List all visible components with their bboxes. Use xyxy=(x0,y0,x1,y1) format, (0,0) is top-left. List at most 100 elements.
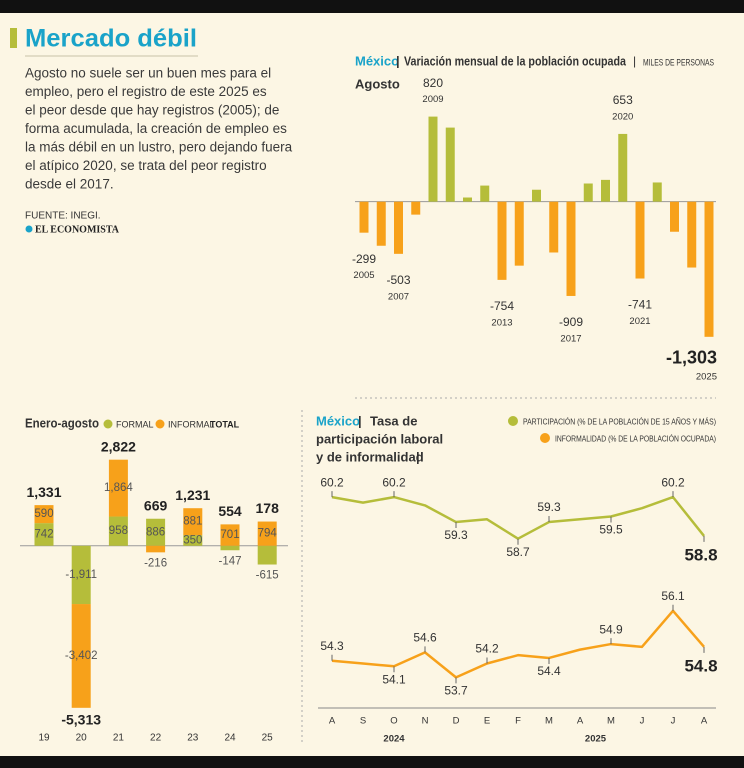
body-line: la más débil en un lustro, pero dejando … xyxy=(25,140,293,155)
segment-label: -1,911 xyxy=(65,569,97,581)
value-label: -741 xyxy=(628,298,652,312)
x-tick-label: 23 xyxy=(187,733,199,744)
x-tick-label: 21 xyxy=(113,733,125,744)
bar xyxy=(532,189,541,202)
year-label: 2007 xyxy=(388,291,409,302)
logo: EL ECONOMISTA xyxy=(35,224,120,235)
body-line: el peor desde que hay registros (2005); … xyxy=(25,103,279,118)
value-label: -1,303 xyxy=(666,348,717,368)
year-label: 2025 xyxy=(585,734,607,745)
chart-title: Tasa de xyxy=(370,413,417,428)
value-label: -299 xyxy=(352,252,376,266)
x-tick-label: J xyxy=(640,716,645,727)
value-label: 59.3 xyxy=(537,500,561,514)
x-tick-label: A xyxy=(577,716,584,727)
title-marker xyxy=(10,28,17,48)
legend-label: INFORMAL xyxy=(168,419,215,429)
bar xyxy=(566,201,576,296)
bar xyxy=(549,201,559,253)
chart1-title: Variación mensual de la población ocupad… xyxy=(404,53,627,68)
bar xyxy=(445,127,455,202)
chart2-title: Enero-agosto xyxy=(25,415,99,430)
x-tick-label: 19 xyxy=(38,733,50,744)
total-label: 2,822 xyxy=(101,438,136,454)
bar xyxy=(635,201,645,279)
year-label: 2013 xyxy=(491,317,512,328)
value-label: 54.9 xyxy=(599,622,623,636)
legend-label: INFORMALIDAD (% DE LA POBLACIÓN OCUPADA) xyxy=(555,433,716,443)
total-label: 1,231 xyxy=(175,487,210,503)
chart1-subtitle: Agosto xyxy=(355,76,400,91)
bar-segment xyxy=(257,545,277,565)
value-label: 653 xyxy=(613,93,633,107)
bar xyxy=(583,183,593,202)
x-tick-label: M xyxy=(545,716,553,727)
x-tick-label: F xyxy=(515,716,521,727)
bar-segment xyxy=(34,505,54,524)
body-line: forma acumulada, la creación de empleo e… xyxy=(25,121,287,136)
legend-swatch xyxy=(155,419,165,429)
year-label: 2017 xyxy=(560,333,581,344)
segment-label: 794 xyxy=(258,528,278,540)
separator: | xyxy=(633,54,636,68)
value-label: 54.3 xyxy=(320,639,344,653)
value-label: -754 xyxy=(490,299,514,313)
separator: | xyxy=(396,53,400,68)
total-label: -5,313 xyxy=(61,712,101,728)
segment-label: 881 xyxy=(183,516,202,528)
x-tick-label: M xyxy=(607,716,615,727)
body-line: desde el 2017. xyxy=(25,177,114,192)
value-label: 56.1 xyxy=(661,589,685,603)
total-label: 669 xyxy=(144,497,168,513)
value-label: 54.2 xyxy=(475,642,499,656)
bar xyxy=(670,201,679,232)
x-tick-label: 24 xyxy=(224,733,236,744)
x-tick-label: E xyxy=(484,716,490,727)
year-label: 2009 xyxy=(422,94,443,105)
bar xyxy=(359,201,369,233)
x-tick-label: 20 xyxy=(76,733,88,744)
value-label: 58.7 xyxy=(506,545,530,559)
body-line: Agosto no suele ser un buen mes para el xyxy=(25,66,271,81)
body-text: Agosto no suele ser un buen mes para el e… xyxy=(25,66,293,192)
x-tick-label: J xyxy=(671,716,676,727)
charts: -299 2005 -503 2007 820 2009 -754 2013 -909 2017 6… xyxy=(20,76,718,745)
bar xyxy=(601,179,610,202)
value-label: 54.6 xyxy=(413,631,437,645)
legend-label: FORMAL xyxy=(116,419,154,429)
segment-label: -3,402 xyxy=(65,650,98,662)
bar-segment xyxy=(146,545,166,553)
value-label: 53.7 xyxy=(444,684,468,698)
value-label: 54.4 xyxy=(537,664,561,678)
x-tick-label: O xyxy=(390,716,397,727)
bar xyxy=(618,133,628,202)
bar-segment xyxy=(71,604,91,708)
segment-label: -147 xyxy=(218,555,241,567)
segment-label: 742 xyxy=(34,528,53,540)
bar xyxy=(497,201,507,280)
bar-segment xyxy=(71,545,91,605)
x-tick-label: D xyxy=(453,716,460,727)
value-label: 60.2 xyxy=(382,475,406,489)
total-label: 554 xyxy=(218,503,242,519)
year-label: 2021 xyxy=(629,316,650,327)
chart1-region: México xyxy=(355,53,399,68)
bar-segment xyxy=(183,508,203,536)
bar-segment xyxy=(34,523,54,546)
total-label: 178 xyxy=(256,500,280,516)
page-title: Mercado débil xyxy=(25,25,197,53)
value-label: 60.2 xyxy=(320,475,344,489)
segment-label: 958 xyxy=(109,525,128,537)
bar xyxy=(411,201,421,215)
year-label: 2025 xyxy=(696,371,717,382)
bar xyxy=(463,197,472,202)
bar-segment xyxy=(220,524,240,546)
separator: | xyxy=(358,413,362,428)
segment-label: 590 xyxy=(34,508,53,520)
bar-segment xyxy=(146,518,166,546)
value-label: -909 xyxy=(559,315,583,329)
bar xyxy=(652,182,662,202)
chart3-region: México xyxy=(316,413,360,428)
